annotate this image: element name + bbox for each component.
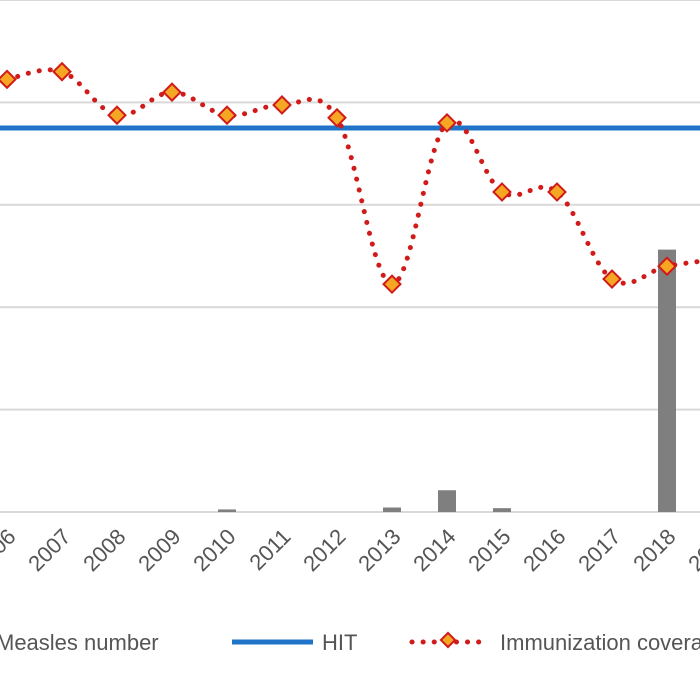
x-tick-label-2006: 2006 — [0, 524, 21, 576]
x-tick-label-2019: 2019 — [683, 524, 700, 576]
legend-coverage-marker — [439, 631, 457, 649]
coverage-point-2009 — [162, 82, 182, 103]
bar-measles-2015 — [493, 508, 511, 512]
x-tick-label-2010: 2010 — [188, 524, 240, 576]
coverage-series-line — [4, 67, 700, 287]
coverage-point-2017 — [602, 269, 622, 289]
x-tick-label-2007: 2007 — [23, 524, 75, 576]
x-tick-label-2018: 2018 — [628, 524, 680, 576]
legend-measles-label: Measles number — [0, 630, 159, 655]
bar-measles-2018 — [658, 249, 676, 512]
x-tick-label-2012: 2012 — [298, 524, 350, 576]
measles-bars — [218, 249, 676, 512]
x-tick-label-2017: 2017 — [573, 524, 625, 576]
coverage-point-2006 — [0, 69, 17, 90]
coverage-point-2018 — [657, 256, 677, 277]
x-tick-label-2008: 2008 — [78, 524, 130, 576]
coverage-point-2007 — [52, 61, 72, 82]
coverage-point-2012 — [327, 107, 347, 128]
coverage-point-2015 — [492, 182, 512, 202]
x-axis-labels: 2006 2007 2008 2009 2010 2011 2012 2013 2014 2015… — [0, 524, 700, 576]
bar-measles-2013 — [383, 507, 401, 512]
x-tick-label-2015: 2015 — [463, 524, 515, 576]
legend-coverage-label: Immunization coverage — [500, 630, 700, 655]
legend: Measles number HIT Immunization coverage — [0, 630, 700, 655]
x-tick-label-2011: 2011 — [244, 524, 295, 575]
coverage-point-2008 — [107, 105, 127, 126]
x-tick-label-2016: 2016 — [518, 524, 570, 576]
coverage-point-2010 — [217, 105, 237, 126]
coverage-line — [0, 61, 700, 295]
coverage-point-2013 — [382, 274, 402, 295]
bar-measles-2014 — [438, 490, 456, 512]
x-tick-label-2014: 2014 — [408, 524, 460, 576]
legend-hit-label: HIT — [322, 630, 357, 655]
gridlines — [0, 0, 700, 513]
coverage-point-2011 — [272, 95, 292, 115]
x-tick-label-2009: 2009 — [133, 524, 185, 576]
x-tick-label-2013: 2013 — [353, 524, 405, 576]
coverage-point-2016 — [547, 182, 567, 202]
bar-measles-2010 — [218, 509, 236, 512]
coverage-point-2014 — [437, 112, 457, 133]
